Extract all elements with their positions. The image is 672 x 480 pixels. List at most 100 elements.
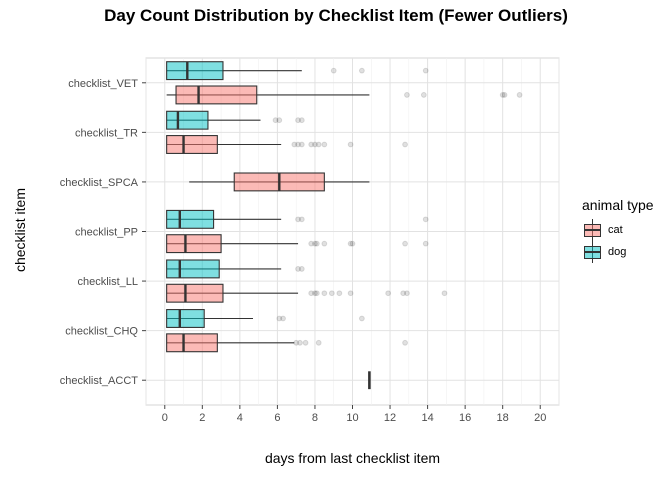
outlier-point (420, 92, 427, 98)
outlier-point (385, 290, 392, 297)
iqr-box (166, 135, 218, 154)
outlier-point (276, 117, 283, 124)
y-tick-label: checklist_SPCA (60, 177, 139, 189)
outlier-point (291, 141, 298, 148)
outlier-point (308, 240, 315, 247)
x-axis-label: days from last checklist item (264, 450, 441, 466)
outlier-point (422, 216, 429, 223)
outlier-point (295, 266, 301, 272)
box-cat-checklist_VET (166, 85, 523, 105)
outlier-point (295, 117, 301, 124)
y-tick-label: checklist_VET (68, 78, 138, 90)
series-dog (166, 61, 429, 328)
y-tick-label: checklist_LL (77, 276, 138, 288)
iqr-box (166, 234, 222, 254)
outlier-point (295, 141, 301, 148)
box-cat-checklist_LL (166, 283, 448, 303)
x-tick-label: 20 (534, 412, 546, 424)
iqr-box (166, 283, 224, 303)
box-cat-checklist_PP (166, 234, 429, 254)
outlier-point (402, 240, 408, 247)
outlier-point (347, 240, 354, 247)
iqr-box (166, 309, 205, 328)
outlier-point (328, 290, 335, 297)
x-tick-label: 18 (497, 412, 509, 424)
legend-item-dog: dog (582, 241, 654, 263)
outlier-point (516, 92, 523, 98)
outlier-point (347, 290, 354, 297)
x-tick-label: 0 (162, 412, 168, 424)
iqr-box (166, 110, 209, 130)
chart-title: Day Count Distribution by Checklist Item… (104, 6, 568, 25)
box-dog-checklist_TR (166, 110, 305, 130)
outlier-point (347, 141, 354, 148)
box-cat-checklist_CHQ (166, 333, 408, 353)
outlier-point (313, 240, 320, 247)
outlier-point (358, 67, 365, 74)
outlier-point (312, 240, 318, 247)
legend-key-dog (582, 241, 602, 263)
outlier-point (302, 339, 309, 346)
outlier-point (404, 92, 410, 98)
box-dog-checklist_PP (166, 209, 429, 229)
box-dog-checklist_VET (166, 61, 429, 81)
outlier-point (402, 141, 408, 148)
box-cat-checklist_TR (166, 135, 408, 154)
x-tick-label: 6 (274, 412, 280, 424)
iqr-box (166, 259, 220, 279)
outlier-point (312, 290, 318, 297)
y-tick-label: checklist_TR (75, 127, 138, 139)
series-cat (166, 85, 523, 390)
y-tick-label: checklist_CHQ (65, 326, 138, 338)
legend-key-cat (582, 219, 602, 241)
outlier-point (358, 315, 365, 322)
outlier-point (276, 315, 283, 322)
outlier-point (400, 290, 407, 297)
y-tick-label: checklist_ACCT (60, 375, 139, 387)
outlier-point (402, 339, 408, 346)
outlier-point (422, 240, 429, 247)
outlier-point (272, 117, 279, 124)
outlier-point (298, 141, 305, 148)
x-tick-label: 4 (237, 412, 243, 424)
x-tick-label: 2 (199, 412, 205, 424)
x-tick-label: 10 (346, 412, 358, 424)
legend: animal type cat dog (582, 197, 654, 263)
legend-label-cat: cat (608, 224, 623, 236)
outlier-point (315, 141, 322, 148)
x-tick-label: 14 (421, 412, 433, 424)
outlier-point (404, 290, 410, 297)
legend-item-cat: cat (582, 219, 654, 241)
outlier-point (501, 92, 508, 98)
legend-label-dog: dog (608, 246, 627, 258)
outlier-point (298, 266, 305, 272)
outlier-point (422, 67, 429, 74)
x-tick-label: 8 (312, 412, 318, 424)
outlier-point (313, 290, 320, 297)
box-dog-checklist_CHQ (166, 309, 365, 328)
outlier-point (330, 67, 337, 74)
iqr-box (166, 333, 218, 353)
outlier-point (321, 290, 328, 297)
outlier-point (308, 141, 315, 148)
outlier-point (349, 240, 356, 247)
y-axis-label: checklist item (12, 187, 28, 273)
outlier-point (297, 339, 303, 346)
outlier-point (312, 141, 318, 148)
outlier-point (280, 315, 286, 322)
outlier-point (298, 216, 305, 223)
outlier-point (321, 240, 328, 247)
x-tick-label: 12 (384, 412, 396, 424)
iqr-box (166, 209, 215, 229)
outlier-point (336, 290, 343, 297)
outlier-point (321, 141, 328, 148)
outlier-point (315, 339, 322, 346)
outlier-point (499, 92, 506, 98)
iqr-box (166, 61, 224, 81)
y-tick-label: checklist_PP (75, 227, 138, 239)
x-tick-label: 16 (459, 412, 471, 424)
outlier-point (295, 216, 301, 223)
box-dog-checklist_LL (166, 259, 305, 279)
